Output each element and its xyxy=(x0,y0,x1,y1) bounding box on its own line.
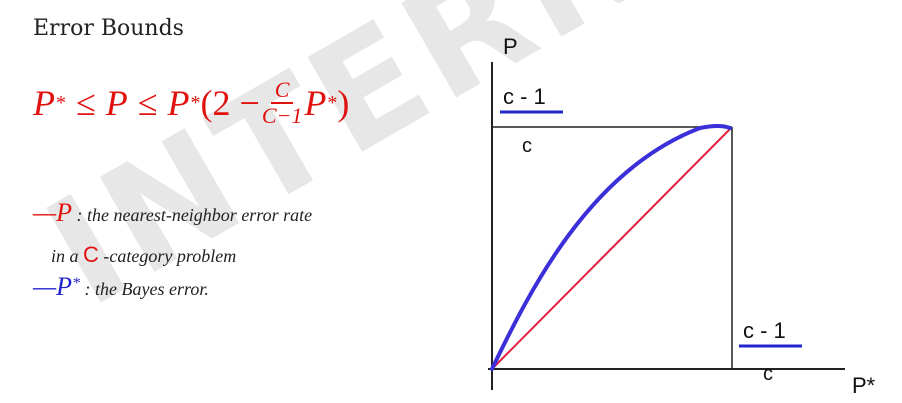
legend-separator-2: : xyxy=(80,279,96,299)
formula-leq-2: ≤ xyxy=(137,83,158,123)
legend-item-nn: —P : the nearest-neighbor error rate xyxy=(33,198,312,228)
formula-star: * xyxy=(56,91,66,114)
lower-bound-line xyxy=(491,128,731,370)
fraction-denominator: C−1 xyxy=(261,103,303,128)
formula-close: ) xyxy=(337,83,350,123)
legend-symbol-c: C xyxy=(83,242,99,267)
legend-dash-red: — xyxy=(33,198,57,227)
formula-leq-1: ≤ xyxy=(76,83,96,123)
legend-pre-text: in a xyxy=(51,246,84,266)
x-axis-label: P* xyxy=(852,373,876,398)
formula-p: P xyxy=(105,83,128,123)
slide-title: Error Bounds xyxy=(33,16,184,41)
legend-text-nn: the nearest-neighbor error rate xyxy=(87,205,313,225)
fraction-numerator: C xyxy=(270,78,294,104)
formula-p-star-2: P xyxy=(167,83,190,123)
legend-item-bayes: —P* : the Bayes error. xyxy=(33,272,209,302)
legend-text-bayes: the Bayes error. xyxy=(95,279,209,299)
formula-open: (2 − xyxy=(200,83,260,123)
x-tick-numerator: c - 1 xyxy=(743,318,786,343)
y-axis-label: P xyxy=(503,34,518,59)
legend-separator: : xyxy=(72,205,88,225)
formula-fraction: C C−1 xyxy=(262,78,303,128)
legend-symbol-p: P xyxy=(56,198,73,227)
formula-p-star: P xyxy=(33,83,55,123)
upper-bound-curve xyxy=(490,124,732,371)
x-tick-denominator: c xyxy=(763,363,773,385)
y-tick-denominator: c xyxy=(522,135,532,157)
formula-p-star-3: P xyxy=(304,83,327,123)
error-bound-formula: P * ≤ P ≤ P * (2 − C C−1 P * ) xyxy=(33,78,349,128)
legend-text-category: -category problem xyxy=(98,246,237,266)
formula-star-3: * xyxy=(327,91,338,114)
legend-star: * xyxy=(72,275,81,292)
formula-star-2: * xyxy=(190,91,201,114)
y-tick-numerator: c - 1 xyxy=(503,84,546,109)
legend-symbol-p-star: P xyxy=(56,272,73,301)
legend-item-category: in a C -category problem xyxy=(51,242,236,268)
legend-dash-blue: — xyxy=(33,272,57,301)
